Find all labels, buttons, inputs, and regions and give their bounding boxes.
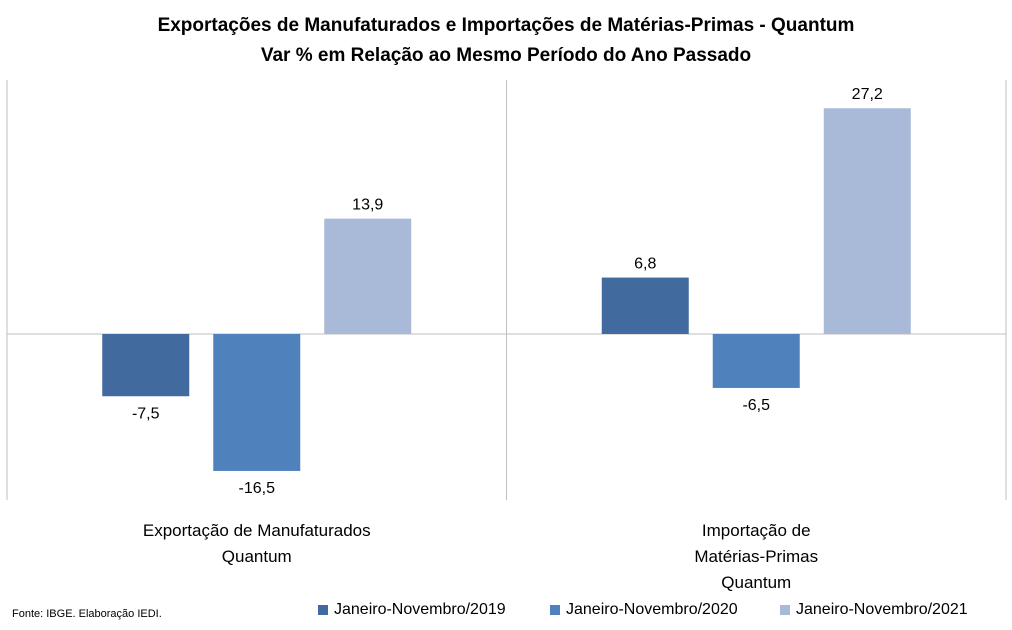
category-label: Exportação de Manufaturados: [143, 521, 371, 540]
category-label: Importação de: [702, 521, 811, 540]
category-label: Matérias-Primas: [694, 547, 818, 566]
data-label: 13,9: [352, 197, 383, 214]
legend-swatch-2019: [318, 605, 328, 615]
legend-item-2021: Janeiro-Novembro/2021: [780, 600, 968, 620]
data-label: 6,8: [634, 256, 656, 273]
bar: [601, 277, 689, 334]
data-label: 27,2: [852, 86, 883, 103]
bar: [213, 334, 301, 471]
data-label: -16,5: [239, 480, 276, 497]
data-label: -6,5: [742, 397, 770, 414]
bar: [712, 334, 800, 388]
legend-item-2020: Janeiro-Novembro/2020: [550, 600, 738, 620]
chart-subtitle: Var % em Relação ao Mesmo Período do Ano…: [260, 45, 752, 66]
bar: [823, 108, 911, 335]
legend-swatch-2020: [550, 605, 560, 615]
legend-label-2019: Janeiro-Novembro/2019: [334, 601, 506, 618]
chart-title: Exportações de Manufaturados e Importaçõ…: [157, 15, 855, 36]
legend-item-2019: Janeiro-Novembro/2019: [318, 600, 506, 620]
category-label: Quantum: [222, 547, 292, 566]
bar: [102, 334, 190, 397]
data-label: -7,5: [132, 405, 160, 422]
bar: [324, 218, 412, 334]
legend-label-2020: Janeiro-Novembro/2020: [566, 601, 738, 618]
category-label: Quantum: [721, 573, 791, 592]
source-note: Fonte: IBGE. Elaboração IEDI.: [12, 608, 162, 620]
legend-swatch-2021: [780, 605, 790, 615]
legend-label-2021: Janeiro-Novembro/2021: [796, 601, 968, 618]
